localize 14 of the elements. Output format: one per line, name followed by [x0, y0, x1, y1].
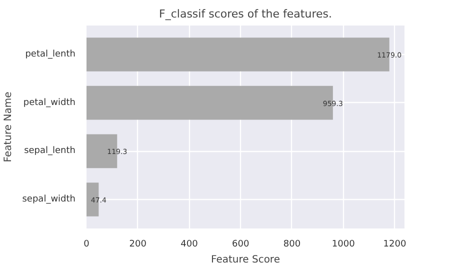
- x-tick-label: 0: [84, 240, 90, 250]
- x-tick-label: 1000: [332, 240, 356, 250]
- x-tick-label: 400: [180, 240, 198, 250]
- x-tick-label: 800: [283, 240, 301, 250]
- chart-title: F_classif scores of the features.: [159, 8, 332, 20]
- y-tick-label: petal_width: [23, 98, 76, 108]
- y-axis-title: Feature Name: [3, 92, 14, 162]
- x-tick-label: 1200: [383, 240, 406, 250]
- x-axis-title: Feature Score: [211, 254, 280, 266]
- y-tick-label: sepal_lenth: [24, 146, 76, 156]
- y-tick-label: sepal_width: [22, 194, 76, 204]
- y-tick-label: petal_lenth: [25, 50, 76, 60]
- x-tick-label: 600: [232, 240, 250, 250]
- x-tick-label: 200: [129, 240, 147, 250]
